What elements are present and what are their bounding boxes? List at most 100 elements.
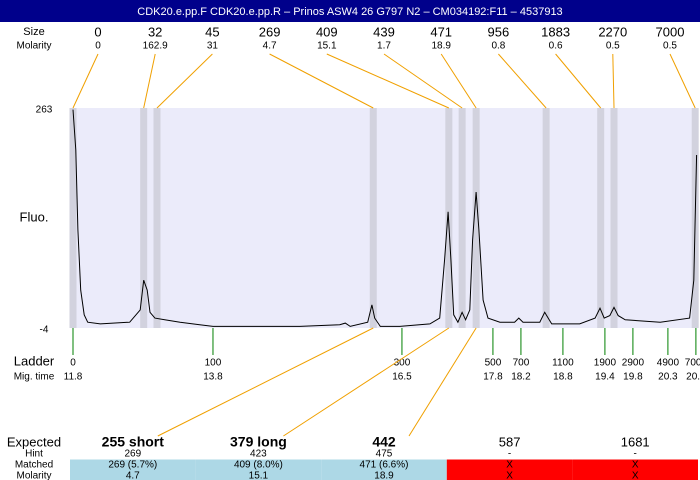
- peak-molarity: 0: [95, 41, 101, 52]
- molarity: 4.7: [126, 471, 140, 480]
- table-row-label: Molarity: [16, 471, 51, 480]
- x-tick-label: 16.5: [392, 372, 412, 383]
- peak-molarity: 31: [207, 41, 219, 52]
- peak-size: 7000: [656, 24, 685, 39]
- match-connector: [408, 327, 477, 437]
- molarity: X: [506, 471, 513, 480]
- y-tick-label: 263: [36, 105, 53, 116]
- table-row-label: Expected: [7, 434, 61, 449]
- peak-molarity: 18.9: [431, 41, 451, 52]
- peak-band: [369, 108, 377, 328]
- peak-molarity: 0.5: [606, 41, 620, 52]
- x-tick-label: 19.8: [623, 372, 643, 383]
- hint: 269: [124, 449, 141, 460]
- peak-band: [610, 108, 618, 328]
- peak-molarity: 0.5: [663, 41, 677, 52]
- ladder-size: 4900: [657, 358, 680, 369]
- y-tick-label: -4: [40, 325, 49, 336]
- ladder-size: 100: [205, 358, 222, 369]
- status-cell: [195, 459, 322, 480]
- ladder-size: 0: [70, 358, 76, 369]
- trace-line: [72, 109, 698, 327]
- x-tick-label: 19.4: [595, 372, 615, 383]
- x-tick-label: 20.7: [686, 372, 700, 383]
- match-connector: [157, 327, 374, 437]
- size-row-label: Size: [23, 26, 44, 38]
- peak-size: 409: [316, 24, 338, 39]
- peak-connector: [498, 53, 547, 109]
- peak-connector: [269, 53, 374, 109]
- peak-size: 956: [488, 24, 510, 39]
- x-tick-label: 11.8: [64, 372, 83, 383]
- match-connector: [283, 327, 450, 437]
- peak-size: 2270: [598, 24, 627, 39]
- peak-connector: [555, 53, 602, 109]
- peak-band: [472, 108, 480, 328]
- table-row-label: Hint: [25, 449, 43, 460]
- peak-band: [153, 108, 161, 328]
- ladder-size: 7000: [685, 358, 700, 369]
- hint: 475: [376, 449, 393, 460]
- peak-connector: [72, 53, 99, 109]
- peak-band: [597, 108, 605, 328]
- expected-size: 442: [372, 434, 396, 450]
- ladder-size: 300: [394, 358, 411, 369]
- peak-size: 1883: [541, 24, 570, 39]
- peak-size: 471: [430, 24, 452, 39]
- peak-band: [458, 108, 466, 328]
- y-axis-label: Fluo.: [20, 209, 49, 224]
- peak-connector: [612, 53, 615, 109]
- peak-molarity: 1.7: [377, 41, 391, 52]
- ladder-label: Ladder: [14, 353, 55, 368]
- ladder-size: 2900: [622, 358, 645, 369]
- ladder-size: 1100: [552, 358, 574, 369]
- expected-size: 1681: [621, 434, 650, 449]
- peak-connector: [326, 53, 450, 109]
- peak-band: [69, 108, 77, 328]
- peak-connector: [383, 53, 463, 109]
- x-tick-label: 13.8: [203, 372, 223, 383]
- ladder-size: 500: [485, 358, 502, 369]
- status-cell: [572, 459, 698, 480]
- x-tick-label: 18.8: [553, 372, 573, 383]
- ladder-size: 1900: [594, 358, 617, 369]
- peak-molarity: 0.6: [549, 41, 563, 52]
- table-row-label: Matched: [15, 460, 53, 471]
- hint: 423: [250, 449, 267, 460]
- peak-connector: [156, 53, 213, 109]
- peak-size: 45: [205, 24, 219, 39]
- peak-connector: [143, 53, 156, 109]
- expected-size: 255 short: [102, 434, 165, 450]
- status-cell: [70, 459, 196, 480]
- peak-molarity: 0.8: [491, 41, 505, 52]
- peak-connector: [669, 53, 696, 109]
- expected-size: 379 long: [230, 434, 287, 450]
- molarity: 18.9: [374, 471, 394, 480]
- molarity: 15.1: [249, 471, 269, 480]
- hint: -: [508, 449, 511, 460]
- peak-size: 0: [94, 24, 101, 39]
- matched: X: [632, 460, 639, 471]
- peak-band: [542, 108, 550, 328]
- title-bar: [0, 0, 700, 22]
- peak-size: 439: [373, 24, 395, 39]
- ladder-size: 700: [513, 358, 530, 369]
- x-tick-label: 18.2: [511, 372, 531, 383]
- title: CDK20.e.pp.F CDK20.e.pp.R – Prinos ASW4 …: [137, 6, 562, 18]
- molarity-row-label: Molarity: [16, 41, 51, 52]
- peak-molarity: 4.7: [263, 41, 277, 52]
- peak-size: 32: [148, 24, 162, 39]
- mig-time-label: Mig. time: [14, 372, 55, 383]
- x-tick-label: 17.8: [483, 372, 503, 383]
- matched: X: [506, 460, 513, 471]
- status-cell: [321, 459, 447, 480]
- expected-size: 587: [499, 434, 521, 449]
- peak-connector: [440, 53, 477, 109]
- peak-molarity: 15.1: [317, 41, 337, 52]
- molarity: X: [632, 471, 639, 480]
- plot-area: [70, 108, 698, 328]
- matched: 471 (6.6%): [360, 460, 409, 471]
- matched: 409 (8.0%): [234, 460, 283, 471]
